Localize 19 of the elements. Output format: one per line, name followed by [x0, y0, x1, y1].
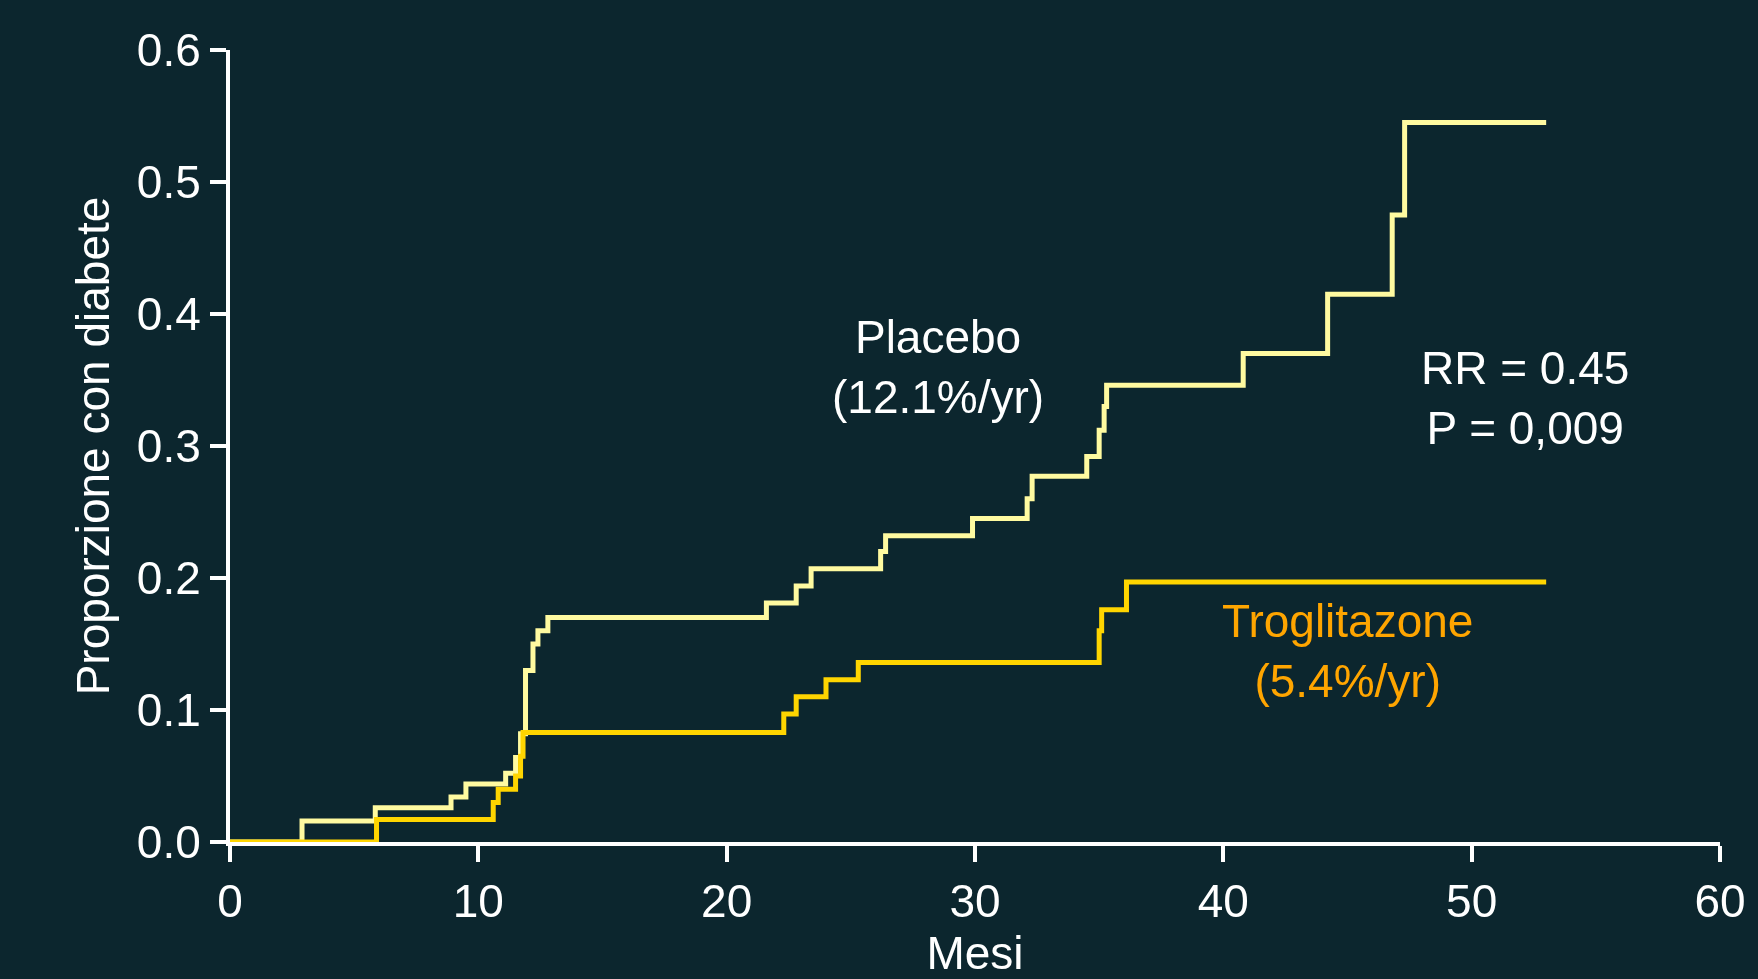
series-label: Placebo (12.1%/yr): [832, 311, 1045, 423]
x-tick-label: 50: [1446, 875, 1498, 928]
x-tick-label: 60: [1694, 875, 1746, 928]
y-tick-label: 0.4: [136, 288, 201, 341]
series-label: Troglitazone (5.4%/yr): [1222, 595, 1474, 707]
y-tick-label: 0.3: [136, 420, 201, 473]
x-tick-label: 40: [1197, 875, 1249, 928]
x-tick-label: 0: [217, 875, 243, 928]
y-tick-label: 0.2: [136, 552, 201, 605]
y-tick-label: 0.6: [136, 24, 201, 77]
annotation: RR = 0.45 P = 0,009: [1421, 342, 1630, 454]
y-axis-title: Proporzione con diabete: [66, 196, 119, 696]
x-tick-label: 10: [452, 875, 504, 928]
x-axis-title: Mesi: [926, 927, 1024, 979]
y-tick-label: 0.0: [136, 816, 201, 869]
y-tick-label: 0.5: [136, 156, 201, 209]
x-tick-label: 30: [949, 875, 1001, 928]
y-tick-label: 0.1: [136, 684, 201, 737]
x-tick-label: 20: [701, 875, 753, 928]
